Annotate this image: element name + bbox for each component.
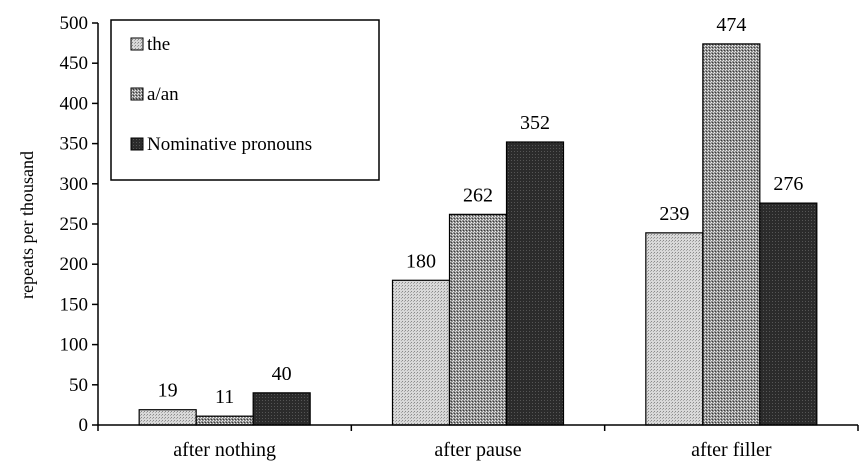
data-label-a-an: 262: [463, 184, 493, 206]
legend-swatch-the: [130, 37, 144, 51]
x-axis: after nothing after pause after filler: [97, 424, 859, 461]
legend-label-the: the: [147, 34, 170, 55]
y-tick-label: 400: [60, 93, 89, 114]
bar-the: [138, 409, 197, 426]
bars: [138, 43, 818, 426]
bar-nominative-pronouns: [759, 202, 818, 426]
bar-a-an: [448, 213, 508, 426]
x-category-label: after pause: [434, 439, 521, 461]
y-axis-title: repeats per thousand: [17, 151, 37, 299]
y-tick-label: 150: [60, 294, 89, 315]
legend-label-a-an: a/an: [147, 84, 179, 105]
data-label-the: 239: [659, 203, 689, 225]
y-tick-label: 350: [60, 134, 89, 155]
y-tick-label: 450: [60, 53, 89, 74]
legend: the a/an Nominative pronouns: [110, 19, 380, 181]
legend-box: [110, 19, 380, 181]
data-labels: 19 11 40 180 262 352 239 474 276: [158, 14, 804, 408]
y-tick-label: 200: [60, 254, 89, 275]
legend-label-nominative-pronouns: Nominative pronouns: [147, 134, 312, 155]
y-axis: 0 50 100 150 200 250 300 350 400 450 500: [60, 13, 99, 436]
y-tick-label: 50: [69, 375, 88, 396]
data-label-nominative-pronouns: 352: [520, 112, 550, 134]
x-category-label: after filler: [691, 439, 772, 461]
bar-nominative-pronouns: [505, 141, 565, 426]
data-label-a-an: 11: [215, 386, 234, 408]
bar-a-an: [702, 43, 761, 426]
y-tick-label: 300: [60, 174, 89, 195]
data-label-nominative-pronouns: 276: [773, 173, 803, 195]
legend-swatch-a-an: [130, 87, 144, 101]
data-label-nominative-pronouns: 40: [272, 363, 292, 385]
data-label-the: 19: [158, 380, 178, 402]
y-tick-label: 0: [79, 415, 89, 436]
x-category-label: after nothing: [173, 439, 276, 461]
y-tick-label: 250: [60, 214, 89, 235]
y-tick-label: 500: [60, 13, 89, 34]
data-label-a-an: 474: [716, 14, 746, 36]
bar-a-an: [195, 415, 254, 426]
bar-nominative-pronouns: [252, 392, 311, 426]
bar-the: [645, 232, 704, 426]
legend-swatch-nominative-pronouns: [130, 137, 144, 151]
data-label-the: 180: [406, 250, 436, 272]
bar-the: [391, 279, 451, 426]
y-tick-label: 100: [60, 335, 89, 356]
